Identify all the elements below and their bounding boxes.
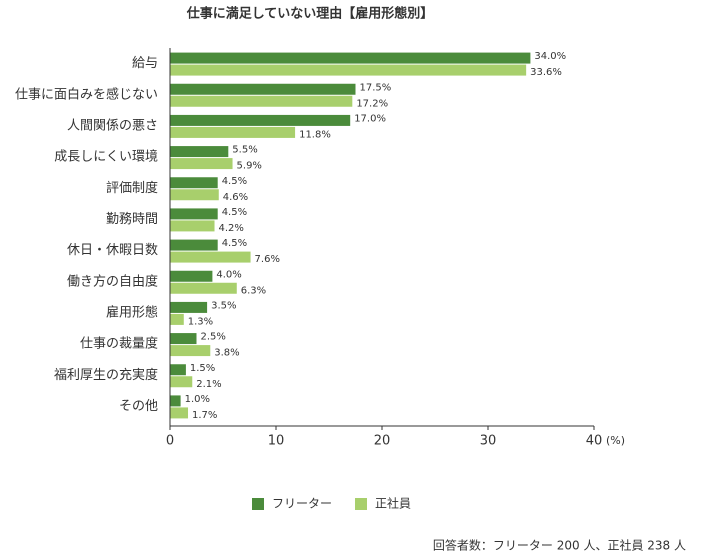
bar [170,251,251,263]
y-tick-label: 福利厚生の充実度 [54,367,158,383]
bar [170,189,219,201]
y-tick-label: 評価制度 [106,180,158,196]
bar [170,126,296,138]
bar [170,146,229,158]
bar [170,345,211,357]
value-label: 17.5% [360,82,392,93]
value-label: 1.3% [188,316,213,327]
y-tick-label: 仕事に面白みを感じない [15,86,158,102]
value-label: 1.7% [192,410,217,421]
y-tick-label: 仕事の裁量度 [80,336,158,352]
bar [170,333,197,345]
value-label: 7.6% [255,254,280,265]
y-tick-label: 勤務時間 [106,212,158,227]
bar [170,301,208,313]
y-tick-label: 雇用形態 [106,304,158,320]
value-label: 33.6% [530,67,562,78]
y-tick-label: 人間関係の悪さ [67,118,158,133]
bar [170,376,193,388]
value-label: 4.0% [216,269,241,280]
bar [170,239,218,251]
bar [170,395,181,407]
bar [170,114,351,126]
value-label: 4.5% [222,238,247,249]
bar [170,208,218,220]
y-tick-label: 給与 [132,56,158,71]
legend-label: フリーター [272,497,332,511]
value-label: 2.1% [196,379,221,390]
value-label: 1.0% [185,394,210,405]
bar [170,407,189,419]
legend-label: 正社員 [375,496,411,511]
value-label: 4.5% [222,207,247,218]
value-label: 5.9% [237,161,262,172]
value-label: 4.2% [219,223,244,234]
chart-title: 仕事に満足していない理由【雇用形態別】 [186,6,434,22]
x-tick-label: 30 [480,434,497,449]
value-label: 3.8% [214,348,239,359]
value-label: 4.6% [223,192,248,203]
value-label: 34.0% [534,51,566,62]
x-tick-label: 20 [374,434,391,449]
value-label: 6.3% [241,285,266,296]
legend-swatch [355,498,367,510]
value-label: 17.2% [356,98,388,109]
bar [170,177,218,189]
x-tick-label: 0 [166,434,174,449]
y-tick-label: その他 [119,399,158,414]
bar [170,64,527,76]
bar [170,282,237,294]
bar [170,158,233,170]
bar [170,95,353,107]
y-tick-label: 休日・休暇日数 [67,243,158,258]
value-label: 3.5% [211,300,236,311]
bar [170,270,213,282]
x-tick-label: 10 [268,434,285,449]
bar [170,83,356,95]
note: 回答者数：フリーター 200 人、正社員 238 人 [433,538,686,553]
x-tick-label: 40 [586,434,603,449]
value-label: 4.5% [222,176,247,187]
legend-swatch [252,498,264,510]
value-label: 11.8% [299,129,331,140]
value-label: 1.5% [190,363,215,374]
y-tick-label: 成長しにくい環境 [54,150,158,165]
y-tick-label: 働き方の自由度 [67,273,158,289]
bar [170,313,184,325]
value-label: 17.0% [354,113,386,124]
value-label: 5.5% [232,145,257,156]
bar [170,52,531,64]
bar [170,364,186,376]
x-axis-unit: (%) [606,434,625,447]
bar [170,220,215,232]
value-label: 2.5% [201,332,226,343]
